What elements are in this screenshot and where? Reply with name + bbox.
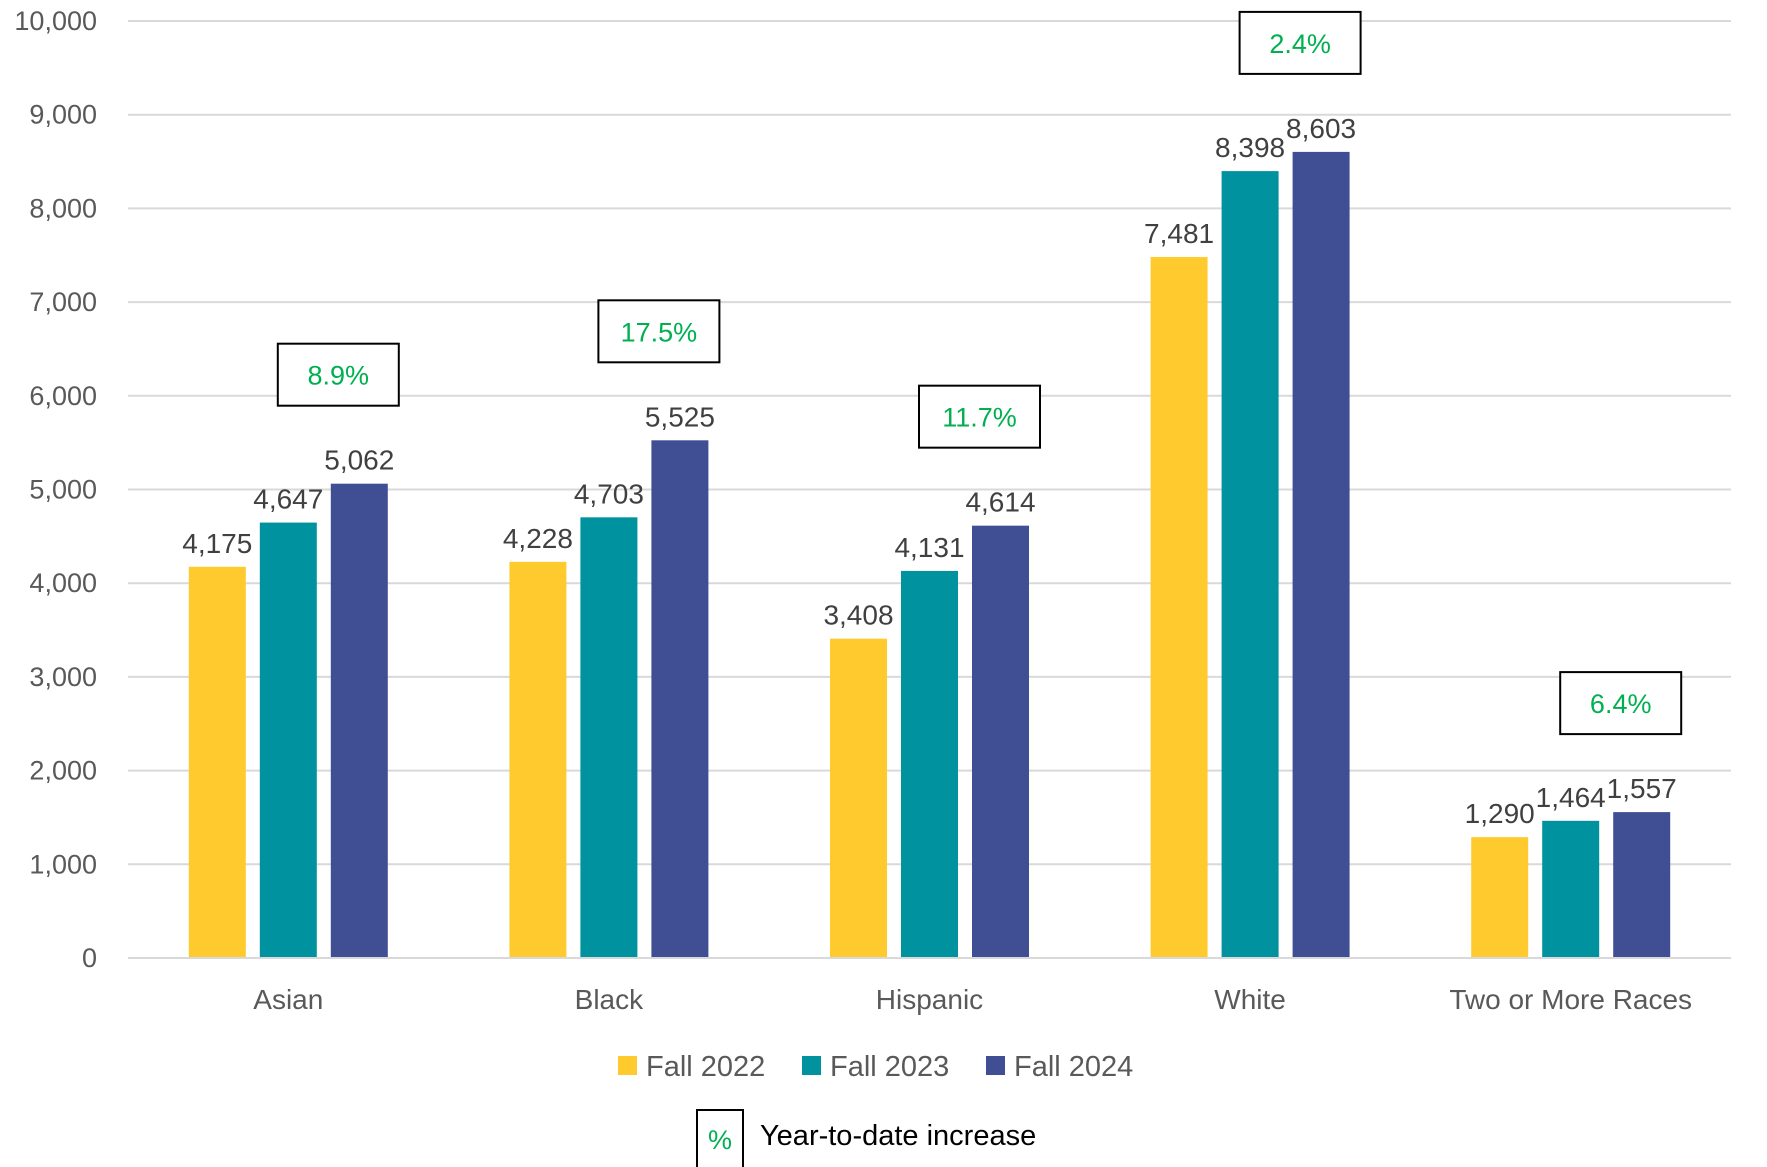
y-axis-tick-labels: 0 1,000 2,000 3,000 4,000 5,000 6,000 7,000 8,00… xyxy=(14,6,97,973)
data-label: 4,228 xyxy=(503,523,573,554)
y-tick-label: 2,000 xyxy=(29,756,97,786)
legend-label: Fall 2023 xyxy=(830,1051,949,1083)
bar xyxy=(1150,257,1208,959)
bar xyxy=(580,517,638,958)
data-label: 4,614 xyxy=(965,487,1035,518)
bar xyxy=(1471,837,1529,958)
y-tick-label: 0 xyxy=(82,943,97,973)
bar xyxy=(330,483,388,958)
percent-increase-annotations: 8.9% 17.5% 11.7% 2.4% 6.4% xyxy=(276,10,1683,736)
percent-box xyxy=(276,342,400,407)
bar xyxy=(830,638,887,958)
data-label: 8,398 xyxy=(1215,132,1285,163)
bar xyxy=(651,440,709,958)
percent-box xyxy=(918,384,1041,449)
bar xyxy=(509,561,567,958)
data-label: 4,647 xyxy=(253,484,323,515)
percent-box xyxy=(1559,671,1683,736)
note-symbol: % xyxy=(708,1125,732,1155)
percent-note: % Year-to-date increase xyxy=(696,1109,1036,1167)
category-label: Asian xyxy=(253,984,323,1015)
y-tick-label: 6,000 xyxy=(29,381,97,411)
percent-increase-label: 2.4% xyxy=(1269,29,1331,59)
percent-increase-label: 6.4% xyxy=(1590,689,1652,719)
y-tick-label: 1,000 xyxy=(29,849,97,879)
data-label: 8,603 xyxy=(1286,113,1356,144)
bar xyxy=(188,566,246,958)
category-labels: Asian Black Hispanic White Two or More Races xyxy=(253,984,1692,1015)
note-box xyxy=(696,1109,744,1167)
legend: Fall 2022 Fall 2023 Fall 2024 xyxy=(618,1051,1133,1083)
data-label: 4,131 xyxy=(894,532,964,563)
bar xyxy=(1221,171,1279,958)
data-label: 1,557 xyxy=(1607,773,1677,804)
bar xyxy=(1613,812,1671,958)
note-text: Year-to-date increase xyxy=(760,1120,1036,1152)
category-label: White xyxy=(1214,984,1286,1015)
y-tick-label: 9,000 xyxy=(29,100,97,130)
y-tick-label: 10,000 xyxy=(14,6,97,36)
percent-increase-label: 8.9% xyxy=(308,361,370,391)
legend-swatch xyxy=(618,1056,637,1075)
data-label: 5,062 xyxy=(324,445,394,476)
data-label: 4,703 xyxy=(574,478,644,509)
data-label: 5,525 xyxy=(645,401,715,432)
percent-increase-label: 17.5% xyxy=(621,317,698,347)
bars xyxy=(188,151,1671,959)
percent-box xyxy=(1238,10,1362,75)
data-label: 1,464 xyxy=(1536,782,1606,813)
category-label: Two or More Races xyxy=(1449,984,1692,1015)
legend-swatch xyxy=(986,1056,1005,1075)
y-tick-label: 8,000 xyxy=(29,193,97,223)
y-tick-label: 7,000 xyxy=(29,287,97,317)
data-label: 4,175 xyxy=(182,528,252,559)
category-label: Hispanic xyxy=(876,984,983,1015)
data-label: 1,290 xyxy=(1465,798,1535,829)
bar xyxy=(259,522,317,958)
legend-label: Fall 2022 xyxy=(646,1051,765,1083)
category-label: Black xyxy=(575,984,644,1015)
bar xyxy=(1542,820,1600,958)
percent-increase-label: 11.7% xyxy=(942,403,1017,433)
legend-swatch xyxy=(802,1056,821,1075)
bar xyxy=(972,525,1029,958)
data-label: 7,481 xyxy=(1144,218,1214,249)
data-label: 3,408 xyxy=(823,600,893,631)
y-tick-label: 4,000 xyxy=(29,568,97,598)
bar xyxy=(901,570,958,958)
percent-box xyxy=(597,299,721,364)
bar xyxy=(1292,151,1350,958)
y-tick-label: 5,000 xyxy=(29,475,97,505)
y-tick-label: 3,000 xyxy=(29,662,97,692)
legend-label: Fall 2024 xyxy=(1014,1051,1133,1083)
